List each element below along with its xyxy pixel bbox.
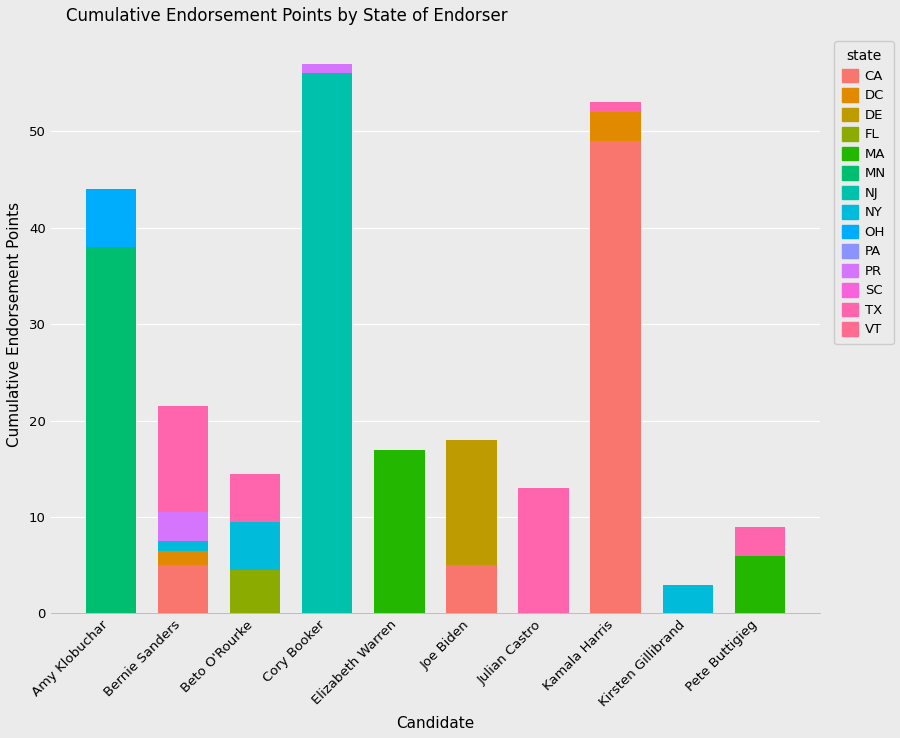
Bar: [446, 565, 497, 613]
Text: Cumulative Endorsement Points by State of Endorser: Cumulative Endorsement Points by State o…: [66, 7, 508, 25]
Bar: [158, 512, 208, 541]
Bar: [518, 488, 569, 613]
Bar: [374, 449, 425, 613]
Bar: [158, 406, 208, 512]
Bar: [230, 474, 280, 522]
Bar: [86, 247, 136, 613]
Bar: [446, 440, 497, 565]
Bar: [734, 527, 785, 556]
Y-axis label: Cumulative Endorsement Points: Cumulative Endorsement Points: [7, 201, 22, 446]
Bar: [302, 63, 353, 73]
Bar: [158, 565, 208, 613]
Bar: [158, 541, 208, 551]
X-axis label: Candidate: Candidate: [396, 716, 474, 731]
Bar: [158, 551, 208, 565]
Bar: [86, 189, 136, 247]
Legend: CA, DC, DE, FL, MA, MN, NJ, NY, OH, PA, PR, SC, TX, VT: CA, DC, DE, FL, MA, MN, NJ, NY, OH, PA, …: [834, 41, 894, 344]
Bar: [590, 141, 641, 613]
Bar: [590, 112, 641, 141]
Bar: [590, 103, 641, 112]
Bar: [230, 570, 280, 613]
Bar: [734, 556, 785, 613]
Bar: [302, 73, 353, 613]
Bar: [662, 584, 713, 613]
Bar: [230, 522, 280, 570]
